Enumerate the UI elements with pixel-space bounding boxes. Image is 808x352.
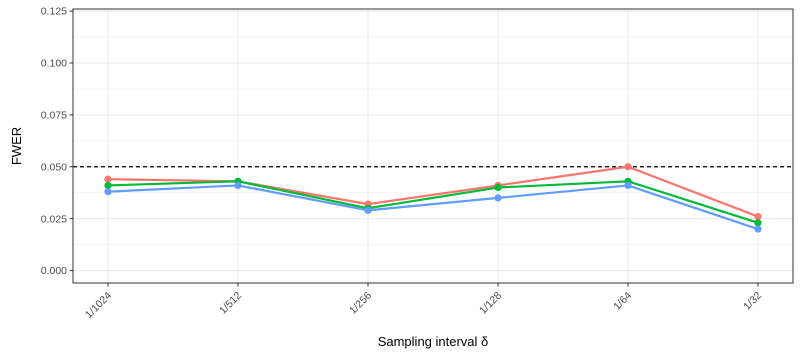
major-gridlines xyxy=(73,9,793,283)
series-3-point xyxy=(624,181,632,190)
series-3-point xyxy=(104,188,112,196)
y-tick-label: 0.000 xyxy=(41,265,67,277)
series-3-point xyxy=(364,206,372,214)
y-tick-label: 0.075 xyxy=(41,109,67,121)
series-3-point xyxy=(754,225,762,233)
series-1-point xyxy=(624,163,632,171)
y-axis-ticks: 0.000 0.025 0.050 0.075 0.100 0.125 xyxy=(41,6,73,277)
x-tick-label: 1/128 xyxy=(477,290,504,317)
y-tick-label: 0.050 xyxy=(41,161,67,173)
x-tick-label: 1/256 xyxy=(347,290,374,317)
x-axis-title: Sampling interval δ xyxy=(378,334,489,349)
series-group xyxy=(104,163,762,233)
x-tick-label: 1/512 xyxy=(217,290,244,317)
series-line-2 xyxy=(107,180,759,224)
x-tick-label: 1/32 xyxy=(741,290,764,313)
series-1-point xyxy=(104,175,112,183)
series-line-3 xyxy=(107,184,759,231)
x-tick-label: 1/1024 xyxy=(83,290,114,321)
y-tick-label: 0.125 xyxy=(41,6,67,18)
series-3-point xyxy=(494,194,502,202)
series-1-point xyxy=(754,212,762,221)
x-axis-ticks: 1/1024 1/512 1/256 1/128 1/64 1/32 xyxy=(83,283,764,321)
series-3-point xyxy=(234,181,242,190)
x-tick-label: 1/64 xyxy=(611,290,634,313)
y-axis-title: FWER xyxy=(9,127,24,165)
series-2-point xyxy=(494,183,502,192)
y-tick-label: 0.025 xyxy=(41,213,67,225)
series-2-point xyxy=(754,219,762,227)
panel-border xyxy=(72,8,794,284)
y-tick-label: 0.100 xyxy=(41,58,67,70)
series-2-point xyxy=(104,181,112,190)
minor-gridlines xyxy=(73,36,793,245)
